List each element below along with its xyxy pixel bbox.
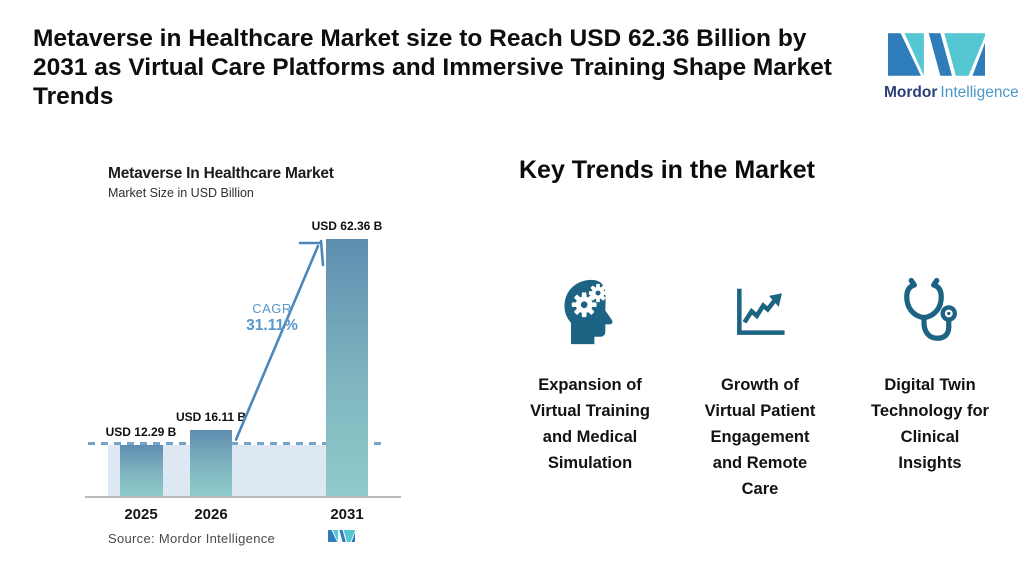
- baseline-dashed-line: [88, 442, 383, 446]
- market-size-chart: Metaverse In Healthcare Market Market Si…: [85, 160, 415, 560]
- chart-source-row: Source: Mordor Intelligence: [108, 530, 368, 548]
- x-axis-label: 2031: [330, 506, 364, 523]
- mordor-logo-mark-small-icon: [328, 530, 355, 542]
- source-text: Source: Mordor Intelligence: [108, 531, 276, 546]
- trend-label: Growth of Virtual Patient Engagement and…: [704, 376, 816, 498]
- growth-chart-icon: [737, 288, 785, 335]
- logo-brand-light: Intelligence: [940, 84, 1019, 101]
- chart-subtitle: Market Size in USD Billion: [108, 186, 254, 200]
- trends-heading: Key Trends in the Market: [519, 156, 815, 184]
- logo-brand-bold: Mordor: [884, 84, 938, 101]
- chart-bar: [190, 429, 232, 496]
- mordor-logo-mark-icon: [888, 33, 985, 76]
- cagr-value: 31.11%: [246, 317, 298, 334]
- chart-bar: [326, 239, 368, 496]
- trend-label: Digital Twin Technology for Clinical Ins…: [871, 376, 989, 472]
- bar-value-label: USD 12.29 B: [105, 425, 177, 440]
- mordor-intelligence-logo: Mordor Intelligence: [884, 33, 1019, 102]
- cagr-label: CAGR: [252, 301, 292, 316]
- stethoscope-icon: [904, 277, 957, 341]
- trend-item-digital-twin: Digital Twin Technology for Clinical Ins…: [845, 276, 1015, 476]
- trend-label: Expansion of Virtual Training and Medica…: [530, 376, 650, 472]
- chart-plot-area: USD 12.29 B USD 16.11 B USD 62.36 B CAGR…: [85, 219, 401, 498]
- cagr-annotation: CAGR 31.11%: [240, 301, 304, 335]
- x-axis-label: 2026: [194, 506, 228, 523]
- bar-value-label: USD 16.11 B: [175, 409, 247, 424]
- page-title: Metaverse in Healthcare Market size to R…: [33, 25, 832, 110]
- bar-value-label: USD 62.36 B: [311, 219, 383, 233]
- chart-bar: [120, 445, 163, 496]
- x-axis-label: 2025: [124, 506, 158, 523]
- chart-title: Metaverse In Healthcare Market: [108, 165, 334, 182]
- head-gears-icon: [564, 279, 613, 345]
- mordor-logo-text: Mordor Intelligence: [884, 84, 1019, 102]
- trend-item-patient-engagement: Growth of Virtual Patient Engagement and…: [675, 276, 845, 502]
- trend-item-virtual-training: Expansion of Virtual Training and Medica…: [505, 276, 675, 476]
